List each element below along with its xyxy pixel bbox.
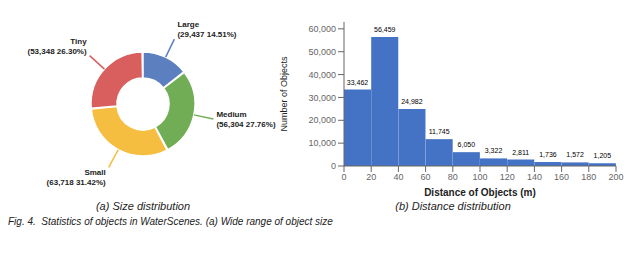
svg-text:Large(29,437 14.51%): Large(29,437 14.51%) <box>177 20 236 39</box>
svg-text:Distance of Objects (m): Distance of Objects (m) <box>424 187 536 198</box>
svg-text:40: 40 <box>393 172 403 182</box>
svg-text:2,811: 2,811 <box>512 149 529 156</box>
svg-text:33,462: 33,462 <box>347 79 369 86</box>
svg-text:3,322: 3,322 <box>485 147 503 154</box>
svg-text:200: 200 <box>608 172 623 182</box>
svg-text:Tiny(53,348 26.30%): Tiny(53,348 26.30%) <box>27 37 87 56</box>
svg-text:1,572: 1,572 <box>566 151 584 158</box>
svg-text:Medium(56,304 27.76%): Medium(56,304 27.76%) <box>216 110 275 129</box>
svg-text:6,050: 6,050 <box>458 141 476 148</box>
svg-text:60,000: 60,000 <box>308 24 336 34</box>
html-text:(a) Size distribution: (a) Size distribution <box>95 200 191 212</box>
svg-text:Number of Objects: Number of Objects <box>279 56 289 132</box>
svg-text:50,000: 50,000 <box>308 47 336 57</box>
svg-text:160: 160 <box>554 172 569 182</box>
svg-text:80: 80 <box>448 172 458 182</box>
svg-text:40,000: 40,000 <box>308 70 336 80</box>
html-text:(b) Distance distribution: (b) Distance distribution <box>395 200 511 212</box>
svg-text:30,000: 30,000 <box>308 93 336 103</box>
svg-text:56,459: 56,459 <box>374 26 396 33</box>
svg-text:100: 100 <box>472 172 487 182</box>
svg-text:24,982: 24,982 <box>401 98 423 105</box>
svg-text:180: 180 <box>581 172 596 182</box>
svg-text:120: 120 <box>500 172 515 182</box>
svg-text:0: 0 <box>341 172 346 182</box>
svg-text:10,000: 10,000 <box>308 138 336 148</box>
svg-text:20: 20 <box>366 172 376 182</box>
svg-text:140: 140 <box>527 172 542 182</box>
svg-text:Small(63,718 31.42%): Small(63,718 31.42%) <box>47 168 106 187</box>
svg-text:1,736: 1,736 <box>539 151 557 158</box>
svg-text:20,000: 20,000 <box>308 115 336 125</box>
svg-text:60: 60 <box>421 172 431 182</box>
svg-text:0: 0 <box>331 161 336 171</box>
svg-text:1,205: 1,205 <box>594 152 612 159</box>
svg-text:11,745: 11,745 <box>429 128 450 135</box>
html-text:Fig. 4. Statistics of objects: Fig. 4. Statistics of objects in WaterSc… <box>8 216 333 227</box>
